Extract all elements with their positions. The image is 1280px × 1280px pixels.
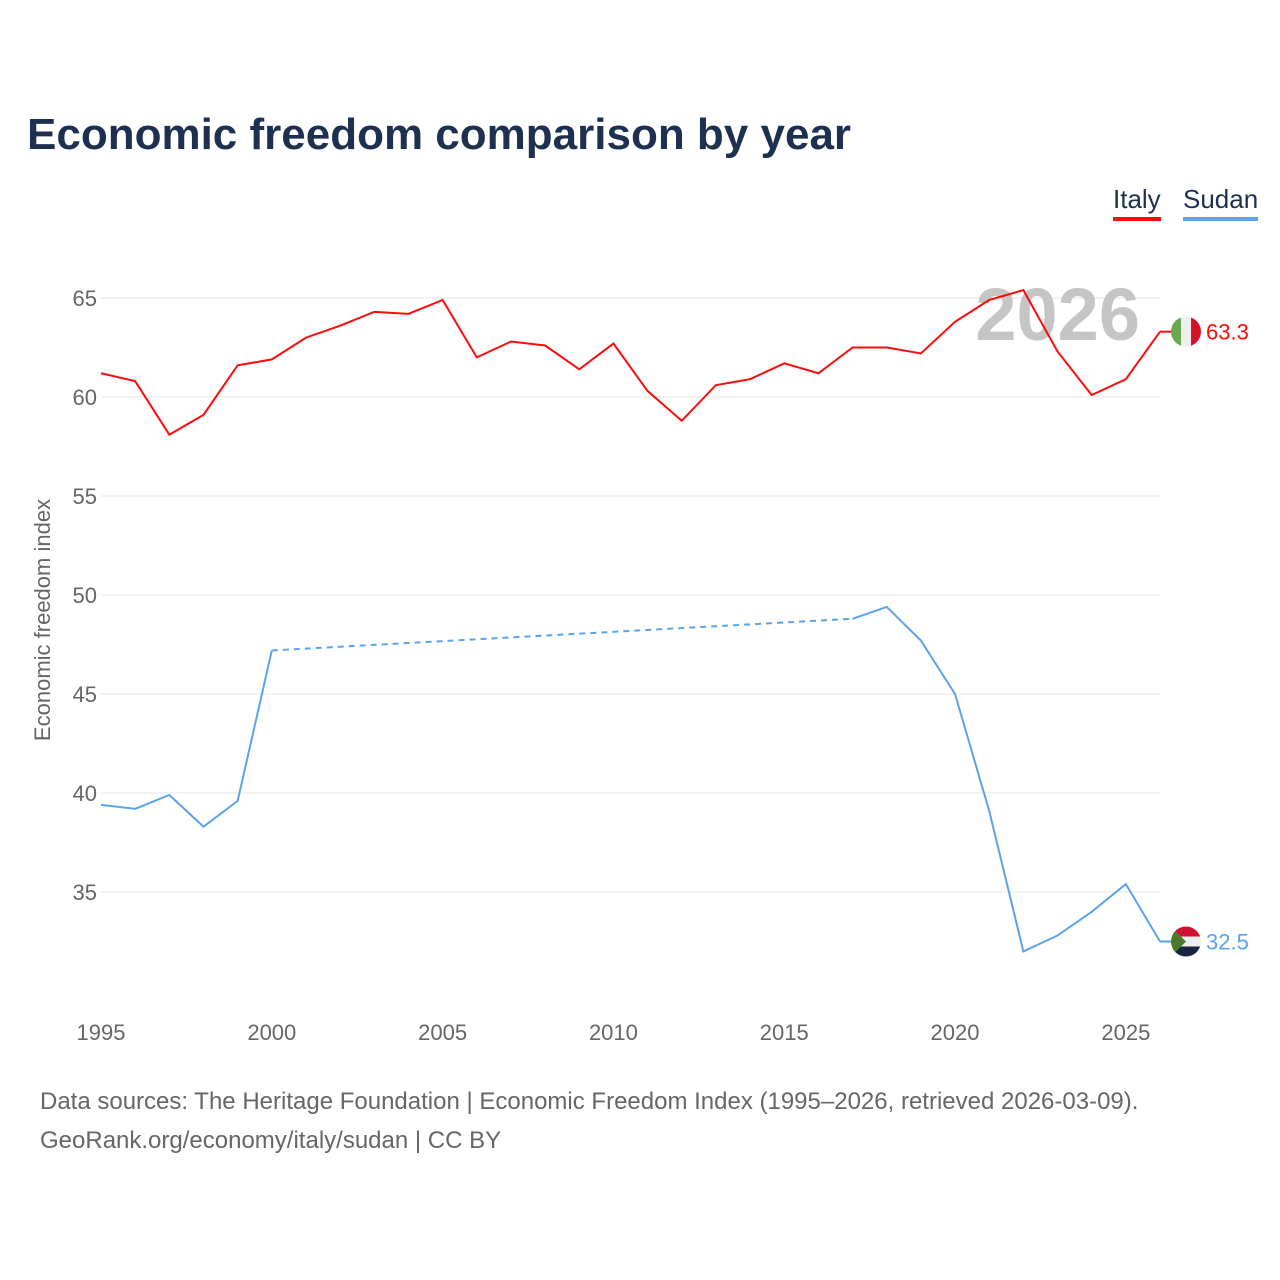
series-line-italy xyxy=(100,288,1161,436)
chart-title: Economic freedom comparison by year xyxy=(27,110,852,159)
end-value-label: 63.3 xyxy=(1206,320,1249,345)
legend-sudan[interactable]: Sudan xyxy=(1183,184,1259,221)
y-tick-label: 40 xyxy=(73,781,97,806)
y-tick-label: 55 xyxy=(73,484,97,509)
sudan-flag-icon xyxy=(1171,926,1201,957)
end-value-label: 32.5 xyxy=(1206,930,1249,955)
x-tick-label: 2020 xyxy=(931,1020,980,1045)
y-tick-label: 60 xyxy=(73,385,97,410)
source-text: Data sources: The Heritage Foundation | … xyxy=(40,1088,1139,1115)
y-axis-label: Economic freedom index xyxy=(30,499,55,741)
italy-flag-icon xyxy=(1171,316,1201,347)
series-gap-sudan xyxy=(271,617,853,652)
x-tick-label: 2025 xyxy=(1101,1020,1150,1045)
y-tick-label: 50 xyxy=(73,583,97,608)
y-tick-label: 65 xyxy=(73,286,97,311)
legend-italy[interactable]: Italy xyxy=(1113,184,1161,221)
series-line-sudan xyxy=(100,650,273,828)
x-tick-label: 1995 xyxy=(77,1020,126,1045)
source-link[interactable]: GeoRank.org/economy/italy/sudan | CC BY xyxy=(40,1127,502,1154)
y-tick-label: 45 xyxy=(73,682,97,707)
x-tick-label: 2000 xyxy=(247,1020,296,1045)
year-watermark: 2026 xyxy=(975,273,1140,356)
x-tick-label: 2015 xyxy=(760,1020,809,1045)
series-line-sudan xyxy=(852,605,1161,953)
x-tick-label: 2010 xyxy=(589,1020,638,1045)
x-tick-label: 2005 xyxy=(418,1020,467,1045)
y-tick-label: 35 xyxy=(73,880,97,905)
